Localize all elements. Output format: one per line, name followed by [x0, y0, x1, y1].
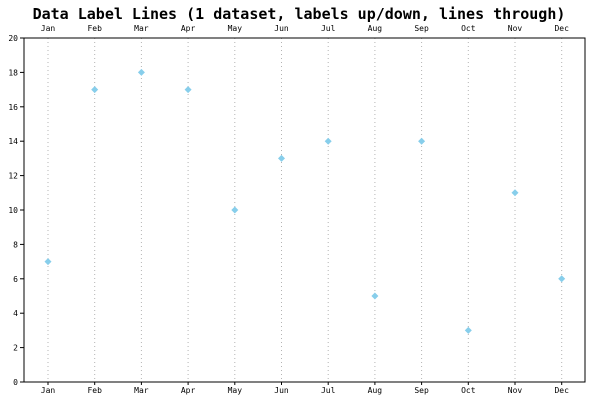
x-tick-label-bottom-may: May — [228, 386, 243, 395]
x-tick-label-bottom-mar: Mar — [134, 386, 149, 395]
x-tick-label-top-jul: Jul — [321, 24, 336, 33]
x-axis-ticks: Jan Jan Feb Feb Mar Mar Apr Apr May May Jun Jun Jul J… — [41, 24, 569, 395]
x-tick-label-top-mar: Mar — [134, 24, 149, 33]
x-tick-label-top-aug: Aug — [368, 24, 383, 33]
x-tick-label-bottom-dec: Dec — [554, 386, 569, 395]
y-tick-label-12: 12 — [8, 172, 18, 181]
y-tick-label-14: 14 — [8, 137, 18, 146]
x-tick-label-bottom-sep: Sep — [414, 386, 429, 395]
x-tick-label-bottom-jan: Jan — [41, 386, 56, 395]
x-tick-label-bottom-nov: Nov — [508, 386, 523, 395]
x-tick-label-bottom-aug: Aug — [368, 386, 383, 395]
x-tick-label-top-may: May — [228, 24, 243, 33]
data-points — [44, 68, 566, 334]
y-tick-label-4: 4 — [13, 309, 18, 318]
y-tick-label-2: 2 — [13, 344, 18, 353]
y-tick-label-0: 0 — [13, 378, 18, 387]
y-tick-label-10: 10 — [8, 206, 18, 215]
data-point-oct — [464, 326, 472, 334]
data-point-mar — [137, 68, 145, 76]
y-tick-label-18: 18 — [8, 68, 18, 77]
data-point-jul — [324, 137, 332, 145]
plot-frame — [23, 37, 586, 383]
data-point-dec — [558, 275, 566, 283]
data-point-jun — [278, 154, 285, 162]
y-tick-label-20: 20 — [8, 34, 18, 43]
data-point-nov — [511, 189, 519, 197]
x-tick-label-bottom-feb: Feb — [87, 386, 102, 395]
chart-title: Data Label Lines (1 dataset, labels up/d… — [33, 5, 566, 23]
data-point-may — [231, 206, 239, 214]
data-point-jan — [44, 258, 52, 266]
x-tick-label-top-nov: Nov — [508, 24, 523, 33]
x-tick-label-top-feb: Feb — [87, 24, 102, 33]
data-point-apr — [184, 86, 192, 94]
x-tick-label-top-jun: Jun — [274, 24, 289, 33]
y-axis-ticks: 0 2 4 6 8 10 12 14 16 18 20 — [8, 34, 24, 387]
x-tick-label-bottom-jun: Jun — [274, 386, 289, 395]
x-tick-label-bottom-apr: Apr — [181, 386, 196, 395]
data-point-aug — [371, 292, 379, 300]
y-tick-label-8: 8 — [13, 240, 18, 249]
x-tick-label-top-oct: Oct — [461, 24, 476, 33]
x-tick-label-top-jan: Jan — [41, 24, 56, 33]
axes — [23, 37, 586, 383]
x-tick-label-top-dec: Dec — [554, 24, 569, 33]
x-tick-label-bottom-jul: Jul — [321, 386, 336, 395]
y-tick-label-6: 6 — [13, 275, 18, 284]
data-point-feb — [91, 86, 99, 94]
x-tick-label-top-sep: Sep — [414, 24, 429, 33]
vertical-gridlines — [47, 38, 563, 382]
x-tick-label-bottom-oct: Oct — [461, 386, 476, 395]
x-tick-label-top-apr: Apr — [181, 24, 196, 33]
data-point-sep — [418, 137, 426, 145]
y-tick-label-16: 16 — [8, 103, 18, 112]
